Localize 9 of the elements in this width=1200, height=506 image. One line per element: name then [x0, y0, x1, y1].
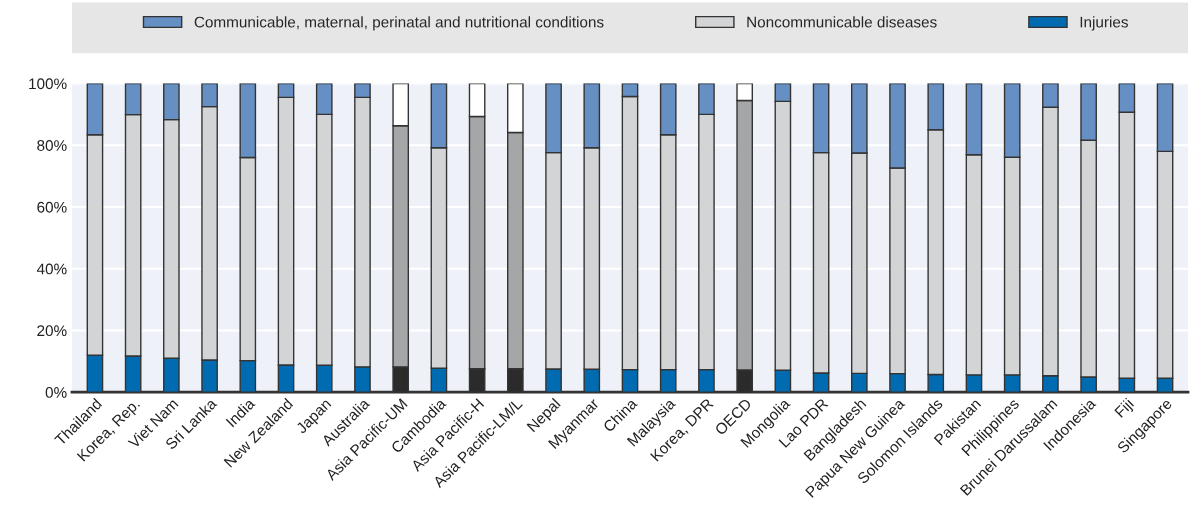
y-tick-label: 80% — [37, 140, 67, 151]
y-tick-label: 100% — [29, 78, 67, 90]
legend-label: Communicable, maternal, perinatal and nutritional conditions — [194, 16, 604, 31]
y-tick-label: 20% — [37, 325, 67, 337]
legend-label: Noncommunicable diseases — [747, 16, 937, 28]
y-tick-label: 40% — [36, 263, 67, 275]
y-tick-label: 0% — [45, 387, 67, 398]
legend-label: Injuries — [1080, 16, 1128, 31]
y-tick-label: 60% — [37, 201, 67, 213]
